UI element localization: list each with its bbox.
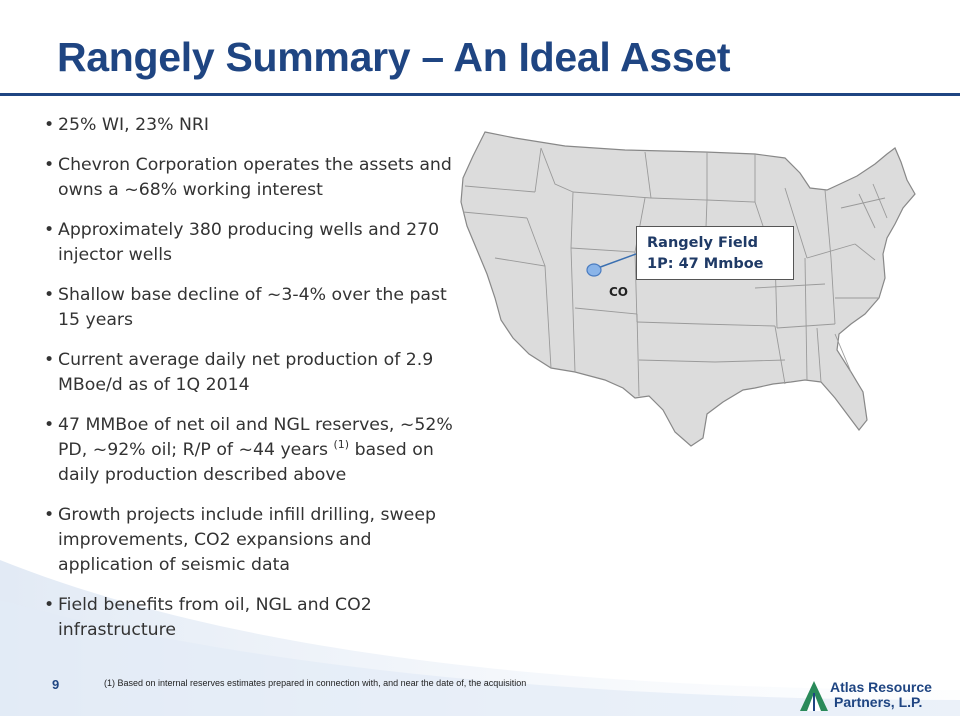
callout-title: Rangely Field (647, 235, 759, 251)
bullet-item: Chevron Corporation operates the assets … (44, 153, 454, 203)
rangely-field-marker (586, 263, 602, 277)
rangely-field-callout: Rangely Field 1P: 47 Mmboe (636, 226, 794, 280)
state-borders (462, 147, 888, 397)
us-map (460, 131, 916, 447)
state-label-co: CO (609, 285, 629, 299)
callout-leader-line (594, 253, 637, 270)
title-divider (0, 93, 960, 96)
bullet-item: 25% WI, 23% NRI (44, 113, 454, 138)
bullet-item: Shallow base decline of ~3-4% over the p… (44, 283, 454, 333)
callout-reserves: 1P: 47 Mmboe (647, 256, 764, 272)
us-outline (460, 131, 916, 447)
page-number: 9 (52, 677, 60, 692)
footnote-marker: (1) (333, 438, 350, 452)
bullet-item: 47 MMBoe of net oil and NGL reserves, ~5… (44, 413, 454, 488)
bullet-text: based on daily production described abov… (58, 440, 434, 485)
bullet-item: Approximately 380 producing wells and 27… (44, 218, 454, 268)
atlas-logo-icon (800, 681, 828, 711)
logo-line-1: Atlas Resource (830, 679, 932, 695)
footnote: (1) Based on internal reserves estimates… (104, 678, 527, 688)
bullet-list: 25% WI, 23% NRI Chevron Corporation oper… (44, 113, 454, 658)
page-title: Rangely Summary – An Ideal Asset (57, 34, 731, 80)
company-logo-text: Atlas Resource Partners, L.P. (830, 680, 932, 710)
bullet-item: Field benefits from oil, NGL and CO2 inf… (44, 593, 454, 643)
bullet-item: Current average daily net production of … (44, 348, 454, 398)
bullet-item: Growth projects include infill drilling,… (44, 503, 454, 578)
bullet-text: 47 MMBoe of net oil and NGL reserves, ~5… (58, 415, 453, 460)
logo-line-2: Partners, L.P. (834, 694, 923, 710)
